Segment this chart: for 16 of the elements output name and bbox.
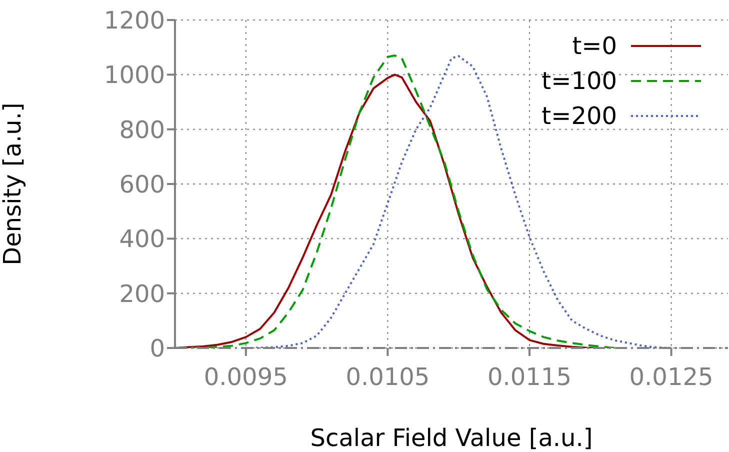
x-tick-label: 0.0095 — [204, 363, 288, 392]
y-tick-label: 200 — [119, 280, 165, 308]
x-axis-title: Scalar Field Value [a.u.] — [310, 424, 593, 452]
y-tick-label: 1200 — [104, 6, 165, 35]
legend-label: t=100 — [542, 66, 617, 94]
x-tick-label: 0.0105 — [346, 363, 430, 392]
y-tick-label: 800 — [119, 116, 165, 144]
x-tick-label: 0.0125 — [629, 363, 714, 392]
legend-label: t=200 — [542, 102, 617, 130]
y-tick-label: 400 — [119, 225, 165, 254]
x-tick-label: 0.0115 — [487, 363, 572, 392]
y-tick-label: 600 — [119, 170, 165, 199]
y-tick-label: 0 — [150, 334, 165, 363]
y-tick-label: 1000 — [104, 61, 165, 90]
legend-label: t=0 — [572, 32, 617, 60]
y-axis-title: Density [a.u.] — [0, 102, 27, 266]
